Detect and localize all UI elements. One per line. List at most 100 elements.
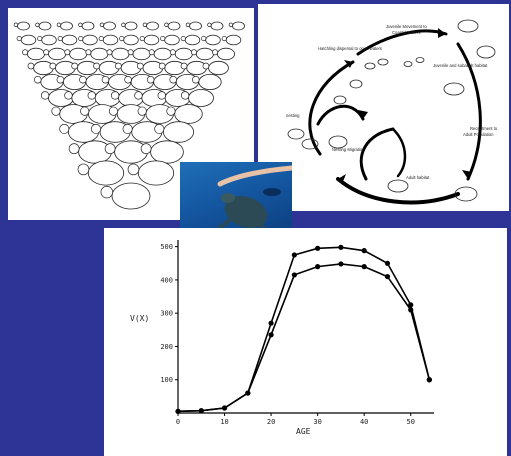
pyramid-turtle [154, 121, 194, 143]
cycle-arrow-inner-2 [391, 127, 407, 178]
data-point [221, 405, 228, 411]
pyramid-turtle [201, 34, 221, 46]
data-point [198, 408, 204, 414]
pyramid-turtle [136, 60, 164, 76]
pyramid-turtle [78, 21, 95, 31]
pyramid-turtle [108, 104, 146, 124]
data-point [291, 252, 297, 258]
pyramid-turtle [68, 140, 112, 164]
stage-label-nesting-migration: Nesting Migration [332, 147, 365, 152]
pyramid-turtle [85, 47, 109, 61]
stage-label-recruitment-1: Recruitment to [470, 126, 498, 131]
cycle-arrow-nesting [316, 104, 365, 126]
chart-svg: 0 10 20 30 40 50 100 200 300 400 500 V(X) AGE [130, 240, 434, 436]
pyramid-turtle [77, 160, 125, 186]
pyramid-turtle [57, 34, 78, 46]
data-point [291, 272, 297, 278]
y-axis-label: V(X) [130, 314, 149, 323]
pyramid-turtle [119, 34, 139, 46]
turtle-pyramid-illustration [8, 8, 254, 220]
data-point [315, 264, 321, 270]
arrowhead-bottom [338, 174, 346, 184]
life-cycle-diagram: Juvenile Movement to Coastal Waters Hatc… [258, 4, 509, 211]
pyramid-turtle [140, 140, 184, 164]
series-line-2 [177, 263, 431, 413]
stage-label-juvenile-habitat: Juvenile and subadult habitat [433, 63, 488, 68]
data-point [361, 264, 367, 270]
y-tick-label: 500 [160, 243, 173, 251]
pyramid-turtle [59, 121, 100, 143]
cycle-arrow-bottom [336, 177, 460, 205]
pyramid-turtle [49, 60, 76, 76]
x-tick-label: 50 [407, 418, 415, 426]
pyramid-turtle [37, 34, 57, 46]
pyramid-turtle [191, 74, 222, 91]
data-point [426, 377, 432, 383]
pyramid-turtle [207, 21, 224, 31]
pyramid-turtle [64, 47, 88, 61]
pyramid-turtle [180, 34, 201, 46]
data-point [384, 260, 391, 266]
pyramid-turtle [221, 34, 242, 46]
pyramid-turtle [127, 160, 175, 186]
data-point [408, 307, 414, 313]
diver-arm [217, 165, 292, 187]
x-tick-label: 30 [313, 418, 321, 426]
pyramid-turtle [158, 60, 186, 76]
life-cycle-drawing: Juvenile Movement to Coastal Waters Hatc… [286, 19, 498, 205]
diver-fin [263, 188, 281, 196]
pyramid-turtle [90, 121, 131, 143]
data-point [338, 244, 344, 250]
data-point [361, 248, 367, 254]
pyramid-turtle [202, 60, 229, 76]
arrowhead-top [438, 28, 446, 38]
pyramid-turtle [191, 47, 214, 61]
pyramid-turtle [22, 47, 46, 61]
data-point [268, 332, 274, 338]
data-point [268, 320, 274, 326]
x-tick-label: 0 [176, 418, 180, 426]
arrowhead-right [462, 170, 472, 179]
pyramid-turtle [43, 47, 67, 61]
x-tick-label: 20 [267, 418, 275, 426]
stage-label-nesting: nesting [286, 113, 300, 118]
pyramid-turtle [121, 21, 138, 31]
pyramid-turtle [93, 60, 120, 76]
pyramid-turtle [100, 182, 151, 210]
data-point [245, 390, 251, 396]
stage-label-recruitment-2: Adult Population [463, 132, 494, 137]
y-tick-label: 300 [160, 310, 173, 318]
data-point [175, 408, 181, 414]
turtle-head [221, 193, 235, 203]
y-tick-label: 100 [160, 376, 173, 384]
stage-label-hatchling: Hatchling dispersal to open waters [318, 46, 382, 51]
pyramid-turtle [139, 34, 160, 46]
data-point [338, 261, 344, 267]
pyramid-turtle [166, 104, 203, 124]
pyramid-turtle [164, 21, 181, 31]
pyramid-turtle [78, 34, 98, 46]
pyramid-turtle [115, 60, 142, 76]
arrowhead-left [344, 60, 353, 68]
pyramid-turtle [13, 21, 30, 31]
pyramid-turtle [137, 104, 174, 124]
pyramid-turtle [160, 34, 180, 46]
pyramid-turtle [106, 47, 130, 61]
turtle-shell [224, 196, 268, 228]
pyramid-turtle [180, 60, 207, 76]
pyramid-turtle [169, 47, 193, 61]
x-tick-label: 40 [360, 418, 368, 426]
pyramid-turtle [127, 47, 151, 61]
pyramid-turtle [56, 21, 73, 31]
pyramid-turtle [212, 47, 235, 61]
stage-label-adult-habitat: Adult habitat [406, 175, 430, 180]
y-tick-label: 400 [160, 276, 173, 284]
pyramid-turtle [148, 47, 172, 61]
stage-label-juvenile-movement-1: Juvenile Movement to [386, 24, 427, 29]
reproductive-value-chart: 0 10 20 30 40 50 100 200 300 400 500 V(X) AGE [104, 228, 507, 456]
data-point [315, 245, 321, 251]
pyramid-turtle [71, 60, 98, 76]
data-point [408, 302, 414, 308]
cycle-arrow-right [456, 42, 482, 181]
cycle-turtle-sketches [287, 19, 496, 202]
